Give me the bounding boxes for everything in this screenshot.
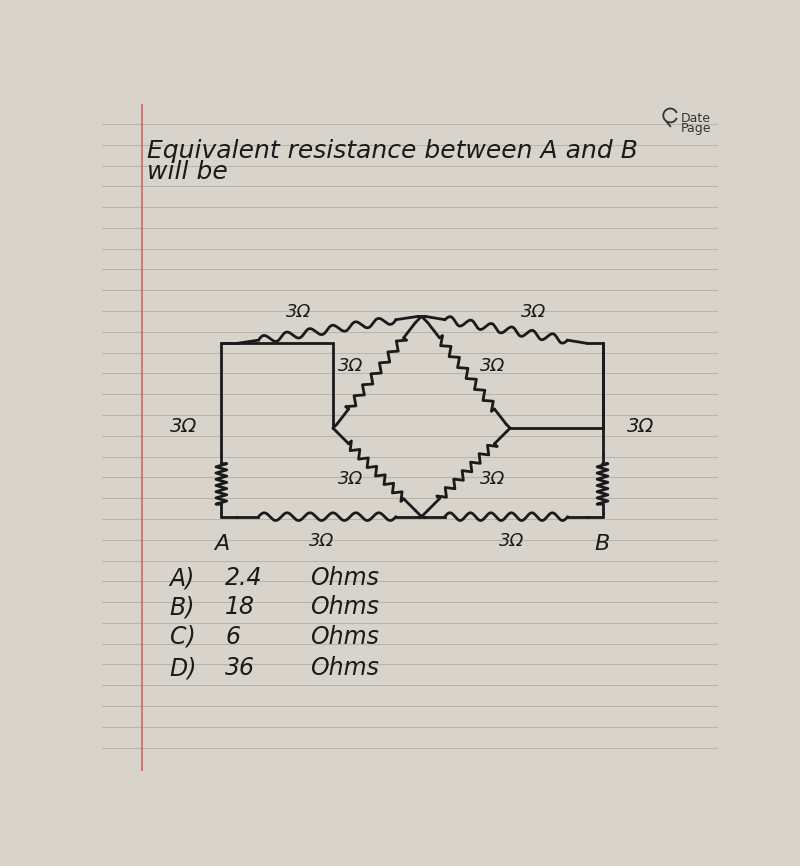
- Text: will be: will be: [146, 160, 227, 184]
- Text: A): A): [170, 566, 195, 591]
- Text: 3Ω: 3Ω: [286, 303, 311, 320]
- Text: 36: 36: [226, 656, 255, 681]
- Text: B: B: [595, 533, 610, 553]
- Text: Page: Page: [681, 122, 711, 135]
- Text: Ohms: Ohms: [310, 656, 378, 681]
- Text: 3Ω: 3Ω: [480, 469, 505, 488]
- Text: D): D): [170, 656, 198, 681]
- Text: 3Ω: 3Ω: [499, 532, 525, 550]
- Text: 3Ω: 3Ω: [309, 532, 334, 550]
- Text: 3Ω: 3Ω: [338, 357, 363, 375]
- Text: 3Ω: 3Ω: [170, 417, 197, 436]
- Text: Ohms: Ohms: [310, 596, 378, 619]
- Text: Date: Date: [681, 112, 711, 125]
- Text: A: A: [214, 533, 229, 553]
- Text: 3Ω: 3Ω: [627, 417, 654, 436]
- Text: 18: 18: [226, 596, 255, 619]
- Text: 2.4: 2.4: [226, 566, 262, 591]
- Text: 3Ω: 3Ω: [480, 357, 505, 375]
- Text: B): B): [170, 596, 195, 619]
- Text: 3Ω: 3Ω: [338, 469, 363, 488]
- Text: Ohms: Ohms: [310, 624, 378, 649]
- Text: 3Ω: 3Ω: [521, 303, 546, 320]
- Text: C): C): [170, 624, 195, 649]
- Text: Ohms: Ohms: [310, 566, 378, 591]
- Text: 6: 6: [226, 624, 240, 649]
- Text: Equivalent resistance between A and B: Equivalent resistance between A and B: [146, 139, 638, 164]
